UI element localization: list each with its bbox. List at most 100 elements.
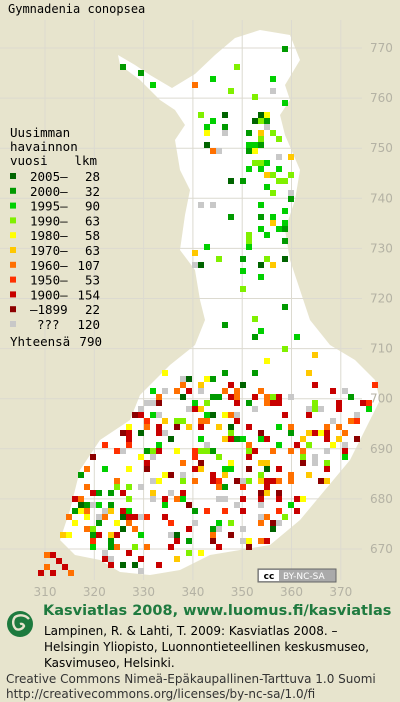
legend-count: 107 [77, 258, 100, 273]
occurrence-square [288, 394, 294, 400]
occurrence-square [162, 388, 168, 394]
occurrence-square [252, 316, 258, 322]
occurrence-square [192, 250, 198, 256]
legend-count: 28 [85, 169, 100, 184]
occurrence-square [288, 478, 294, 484]
occurrence-square [216, 526, 222, 532]
x-label: 350 [231, 585, 254, 599]
occurrence-square [288, 448, 294, 454]
license-line: Creative Commons Nimeä-Epäkaupallinen-Ta… [6, 672, 376, 686]
occurrence-square [198, 550, 204, 556]
occurrence-square [312, 454, 318, 460]
x-label: 320 [83, 585, 106, 599]
legend-label: –1899 [30, 302, 68, 317]
occurrence-square [336, 400, 342, 406]
occurrence-square [168, 472, 174, 478]
occurrence-square [144, 544, 150, 550]
occurrence-square [144, 424, 150, 430]
occurrence-square [138, 412, 144, 418]
occurrence-square [264, 184, 270, 190]
occurrence-square [204, 376, 210, 382]
occurrence-square [114, 520, 120, 526]
occurrence-square [270, 526, 276, 532]
occurrence-square [120, 64, 126, 70]
y-label: 720 [370, 292, 393, 306]
license-line: http://creativecommons.org/licenses/by-n… [6, 687, 316, 701]
occurrence-square [132, 562, 138, 568]
citation-line: Helsingin Yliopisto, Luonnontieteellinen… [44, 640, 370, 654]
x-label: 310 [34, 585, 57, 599]
occurrence-square [78, 502, 84, 508]
occurrence-square [150, 490, 156, 496]
occurrence-square [258, 226, 264, 232]
occurrence-square [72, 508, 78, 514]
occurrence-square [318, 406, 324, 412]
occurrence-square [90, 526, 96, 532]
occurrence-square [198, 406, 204, 412]
occurrence-square [234, 436, 240, 442]
occurrence-square [44, 564, 50, 570]
occurrence-square [228, 424, 234, 430]
citation-line: Kasvimuseo, Helsinki. [44, 656, 175, 670]
occurrence-square [312, 430, 318, 436]
occurrence-square [264, 160, 270, 166]
occurrence-square [234, 478, 240, 484]
occurrence-square [324, 460, 330, 466]
occurrence-square [222, 472, 228, 478]
occurrence-square [270, 172, 276, 178]
occurrence-square [156, 412, 162, 418]
occurrence-square [270, 220, 276, 226]
occurrence-square [258, 166, 264, 172]
x-label: 330 [132, 585, 155, 599]
occurrence-square [156, 478, 162, 484]
occurrence-square [114, 544, 120, 550]
occurrence-square [282, 304, 288, 310]
occurrence-square [276, 226, 282, 232]
occurrence-square [240, 178, 246, 184]
occurrence-square [324, 436, 330, 442]
occurrence-square [348, 418, 354, 424]
legend-total: 790 [79, 334, 102, 349]
occurrence-square [264, 484, 270, 490]
occurrence-square [294, 508, 300, 514]
legend-label: 1960– [30, 258, 68, 273]
occurrence-square [210, 472, 216, 478]
occurrence-square [258, 436, 264, 442]
occurrence-square [72, 496, 78, 502]
occurrence-square [360, 400, 366, 406]
occurrence-square [222, 130, 228, 136]
occurrence-square [270, 394, 276, 400]
legend-count: 58 [85, 228, 100, 243]
occurrence-square [216, 520, 222, 526]
occurrence-square [222, 322, 228, 328]
occurrence-square [258, 514, 264, 520]
map: Gymnadenia conopsea 770 760 750 740 730 720 71… [0, 2, 393, 599]
occurrence-square [258, 388, 264, 394]
occurrence-square [204, 412, 210, 418]
occurrence-square [252, 148, 258, 154]
occurrence-square [150, 496, 156, 502]
logo-spiral [11, 614, 30, 631]
occurrence-square [246, 544, 252, 550]
citation: Lampinen, R. & Lahti, T. 2009: Kasviatla… [44, 623, 369, 671]
occurrence-square [228, 520, 234, 526]
occurrence-square [252, 118, 258, 124]
occurrence-square [258, 502, 264, 508]
occurrence-square [120, 508, 126, 514]
occurrence-square [264, 400, 270, 406]
y-label: 670 [370, 542, 393, 556]
occurrence-square [102, 514, 108, 520]
occurrence-square [96, 520, 102, 526]
occurrence-square [264, 478, 270, 484]
legend-label: 2005– [30, 169, 68, 184]
legend-label: 1970– [30, 243, 68, 258]
occurrence-square [246, 424, 252, 430]
occurrence-square [240, 508, 246, 514]
occurrence-square [216, 478, 222, 484]
occurrence-square [276, 490, 282, 496]
occurrence-square [312, 400, 318, 406]
occurrence-square [264, 172, 270, 178]
occurrence-square [96, 502, 102, 508]
occurrence-square [156, 442, 162, 448]
